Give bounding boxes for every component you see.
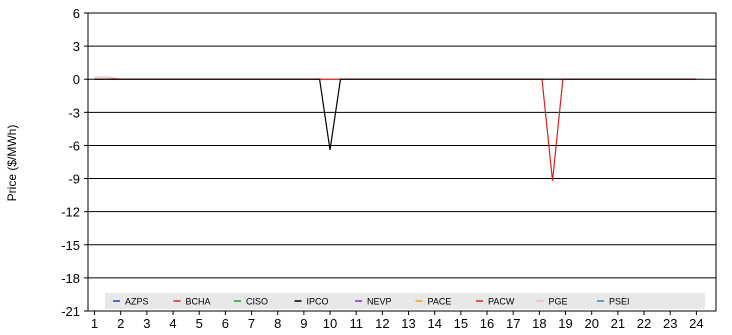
legend-label-azps: AZPS [125,297,149,307]
y-tick-label: 0 [73,72,80,87]
x-tick-label: 8 [274,316,281,331]
y-tick-label: -3 [68,105,80,120]
x-tick-label: 7 [248,316,255,331]
y-tick-label: -18 [61,271,80,286]
x-tick-label: 23 [663,316,677,331]
x-tick-label: 14 [427,316,441,331]
x-axis-ticks: 1 2 3 4 5 6 7 8 9 10 11 12 13 14 15 16 17 18 19 20 21 22 23 24 [91,311,704,331]
x-tick-label: 18 [532,316,546,331]
x-tick-label: 11 [349,316,363,331]
x-tick-label: 16 [480,316,494,331]
x-tick-label: 24 [689,316,703,331]
x-tick-label: 1 [91,316,98,331]
legend-label-bcha: BCHA [186,297,211,307]
x-tick-label: 22 [637,316,651,331]
x-tick-label: 6 [222,316,229,331]
y-tick-label: 6 [73,6,80,21]
x-tick-label: 15 [454,316,468,331]
y-tick-label: -9 [68,172,80,187]
legend-label-pacw: PACW [488,297,515,307]
plot-border [87,12,717,312]
legend-label-pace: PACE [428,297,452,307]
x-tick-label: 5 [196,316,203,331]
x-tick-label: 9 [300,316,307,331]
series-line-pacw [94,78,697,181]
x-tick-label: 21 [611,316,625,331]
y-axis-label: Price ($/MWh) [5,125,19,202]
legend-label-ipco: IPCO [307,297,329,307]
y-tick-label: -15 [61,238,80,253]
series-line-ipco [94,78,697,150]
x-tick-label: 13 [401,316,415,331]
grid-lines [88,45,716,279]
plot-frame [87,12,717,312]
x-tick-label: 17 [506,316,520,331]
legend-label-pge: PGE [549,297,568,307]
y-tick-label: 3 [73,39,80,54]
legend: AZPS BCHA CISO IPCO NEVP PACE PACW PGE PSEI [105,293,705,309]
x-tick-label: 20 [584,316,598,331]
y-tick-label: -6 [68,138,80,153]
y-tick-label: -12 [61,205,80,220]
y-axis-ticks: 6 3 0 -3 -6 -9 -12 -15 -18 -21 [61,6,88,319]
x-tick-label: 2 [117,316,124,331]
legend-label-nevp: NEVP [367,297,392,307]
x-tick-label: 19 [558,316,572,331]
legend-label-psei: PSEI [609,297,630,307]
legend-label-ciso: CISO [246,297,268,307]
series-lines [94,76,697,181]
legend-box [105,293,705,309]
x-tick-label: 4 [169,316,176,331]
x-tick-label: 3 [143,316,150,331]
y-tick-label: -21 [61,304,80,319]
x-tick-label: 12 [375,316,389,331]
x-tick-label: 10 [323,316,337,331]
